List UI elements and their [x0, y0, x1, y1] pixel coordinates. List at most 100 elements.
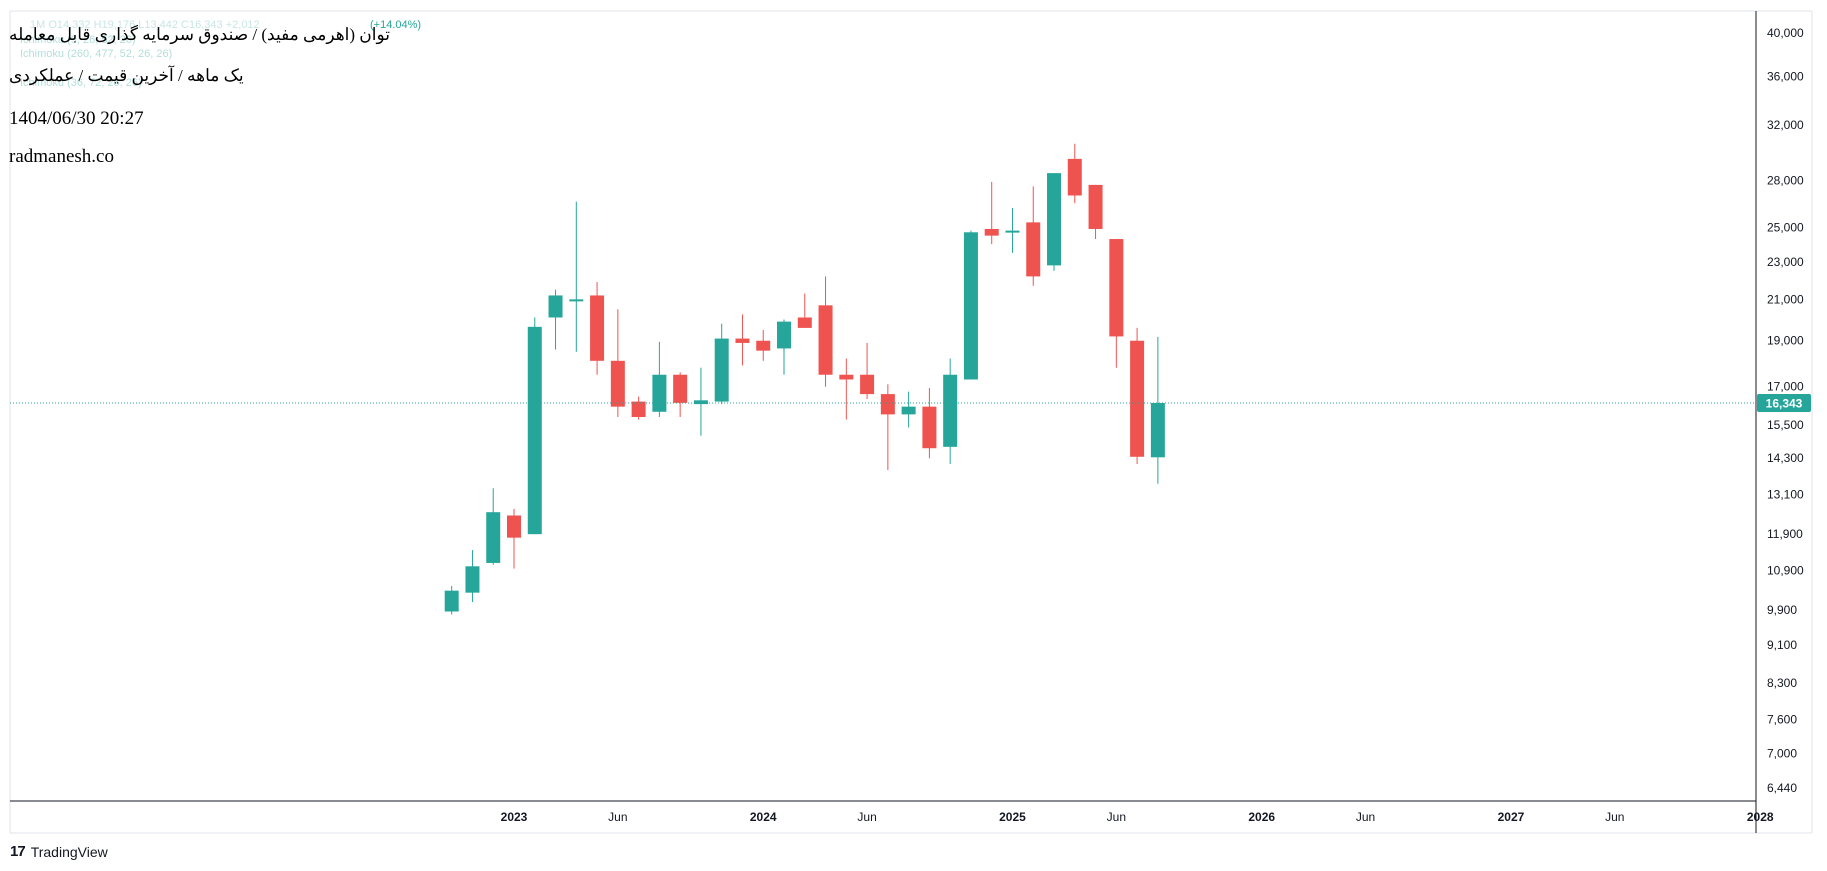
last-price-label: 16,343 — [1766, 397, 1803, 411]
candle-body — [839, 374, 854, 380]
candle-body — [880, 394, 895, 415]
candle[interactable] — [901, 391, 916, 428]
candle[interactable] — [1047, 173, 1062, 271]
price-tick-label: 7,000 — [1767, 747, 1797, 761]
candle[interactable] — [548, 289, 563, 350]
candle-body — [527, 326, 542, 535]
candle[interactable] — [818, 276, 833, 387]
candle-body — [590, 295, 605, 361]
price-tick-label: 14,300 — [1767, 451, 1804, 465]
candle[interactable] — [880, 384, 895, 470]
last-price-badge — [1757, 394, 1811, 413]
time-tick-label: Jun — [1107, 810, 1126, 824]
candle-body — [1088, 184, 1103, 229]
candle-body — [631, 401, 646, 417]
candle[interactable] — [673, 372, 688, 417]
candle-body — [777, 321, 792, 349]
chart-datetime: 1404/06/30 20:27 — [9, 108, 144, 129]
change-percent: (+14.04%) — [370, 19, 422, 31]
time-tick-label: 2028 — [1747, 810, 1774, 824]
candle-body — [548, 295, 563, 318]
candle[interactable] — [984, 181, 999, 245]
candle-body — [714, 338, 729, 402]
candle[interactable] — [777, 319, 792, 375]
candle-body — [1047, 173, 1062, 266]
candle[interactable] — [465, 550, 480, 602]
candle[interactable] — [797, 293, 812, 328]
candle-body — [652, 374, 667, 412]
candle[interactable] — [507, 508, 521, 569]
candle-body — [693, 400, 708, 405]
candle[interactable] — [839, 358, 854, 420]
price-tick-label: 32,000 — [1767, 118, 1804, 132]
candle[interactable] — [610, 309, 625, 417]
candle-body — [569, 299, 584, 302]
candle-body — [444, 590, 459, 612]
candle[interactable] — [631, 396, 646, 420]
price-tick-label: 9,100 — [1767, 638, 1797, 652]
candle-body — [507, 515, 521, 538]
candle[interactable] — [922, 387, 937, 459]
candle[interactable] — [860, 342, 875, 400]
chart-title: توان (اهرمی مفید) / صندوق سرمایه گذاری ق… — [9, 25, 391, 44]
candles-layer — [444, 143, 1165, 615]
price-tick-label: 21,000 — [1767, 292, 1804, 306]
tradingview-brand: TradingView — [30, 843, 108, 860]
time-tick-label: 2025 — [999, 810, 1026, 824]
candle[interactable] — [1109, 239, 1124, 368]
candle[interactable] — [652, 341, 667, 417]
candle[interactable] — [1005, 207, 1020, 253]
candle-body — [860, 374, 875, 395]
candle-body — [1067, 158, 1082, 196]
candle-body — [610, 360, 625, 407]
price-tick-label: 9,900 — [1767, 603, 1797, 617]
candle-body — [673, 374, 688, 403]
price-axis[interactable]: 6,440 7,000 7,600 8,300 9,100 9,900 10,900 11,9… — [1767, 26, 1804, 795]
price-tick-label: 10,900 — [1767, 563, 1804, 577]
candle[interactable] — [590, 282, 605, 375]
tradingview-logo[interactable]: 17 TradingView — [10, 843, 108, 860]
time-tick-label: 2023 — [501, 810, 528, 824]
price-tick-label: 40,000 — [1767, 26, 1804, 40]
time-axis[interactable]: 2023 Jun 2024 Jun 2025 Jun 2026 Jun 2027 Jun 2028 — [501, 810, 1774, 824]
candle-body — [963, 232, 978, 380]
candle[interactable] — [1088, 184, 1103, 240]
time-tick-label: Jun — [608, 810, 627, 824]
price-tick-label: 6,440 — [1767, 781, 1797, 795]
candle[interactable] — [943, 358, 958, 465]
candle[interactable] — [569, 201, 584, 352]
price-tick-label: 23,000 — [1767, 255, 1804, 269]
candle[interactable] — [756, 330, 771, 361]
candle-body — [1150, 403, 1165, 458]
price-tick-label: 25,000 — [1767, 220, 1804, 234]
indicator-legend-3: Ichimoku (36, 72, 26, 26) — [20, 77, 142, 89]
candle[interactable] — [1150, 336, 1165, 484]
price-tick-label: 28,000 — [1767, 173, 1804, 187]
candle[interactable] — [735, 314, 750, 366]
chart-subtitle: یک ماهه / آخرین قیمت / عملکردی — [9, 66, 244, 85]
price-tick-label: 13,100 — [1767, 487, 1804, 501]
candle[interactable] — [693, 367, 708, 436]
time-tick-label: 2026 — [1248, 810, 1275, 824]
candle-body — [984, 228, 999, 236]
indicator-legend-2: Ichimoku (260, 477, 52, 26, 26) — [20, 48, 173, 60]
candle-body — [901, 406, 916, 415]
tradingview-logo-icon: 17 — [10, 843, 26, 860]
candle-body — [486, 512, 501, 563]
candle-body — [1130, 340, 1145, 457]
candle[interactable] — [486, 488, 501, 565]
last-price-marker: 16,343 — [10, 394, 1811, 413]
candle[interactable] — [1026, 186, 1041, 286]
candle[interactable] — [444, 585, 459, 615]
candle-body — [756, 340, 771, 351]
candle[interactable] — [1067, 143, 1082, 204]
candle-body — [1005, 230, 1020, 233]
candle[interactable] — [527, 317, 542, 535]
candle-body — [943, 374, 958, 447]
candle[interactable] — [963, 230, 978, 380]
candle[interactable] — [1130, 327, 1145, 465]
candle[interactable] — [714, 323, 729, 405]
candle-body — [818, 305, 833, 375]
price-tick-label: 7,600 — [1767, 713, 1797, 727]
